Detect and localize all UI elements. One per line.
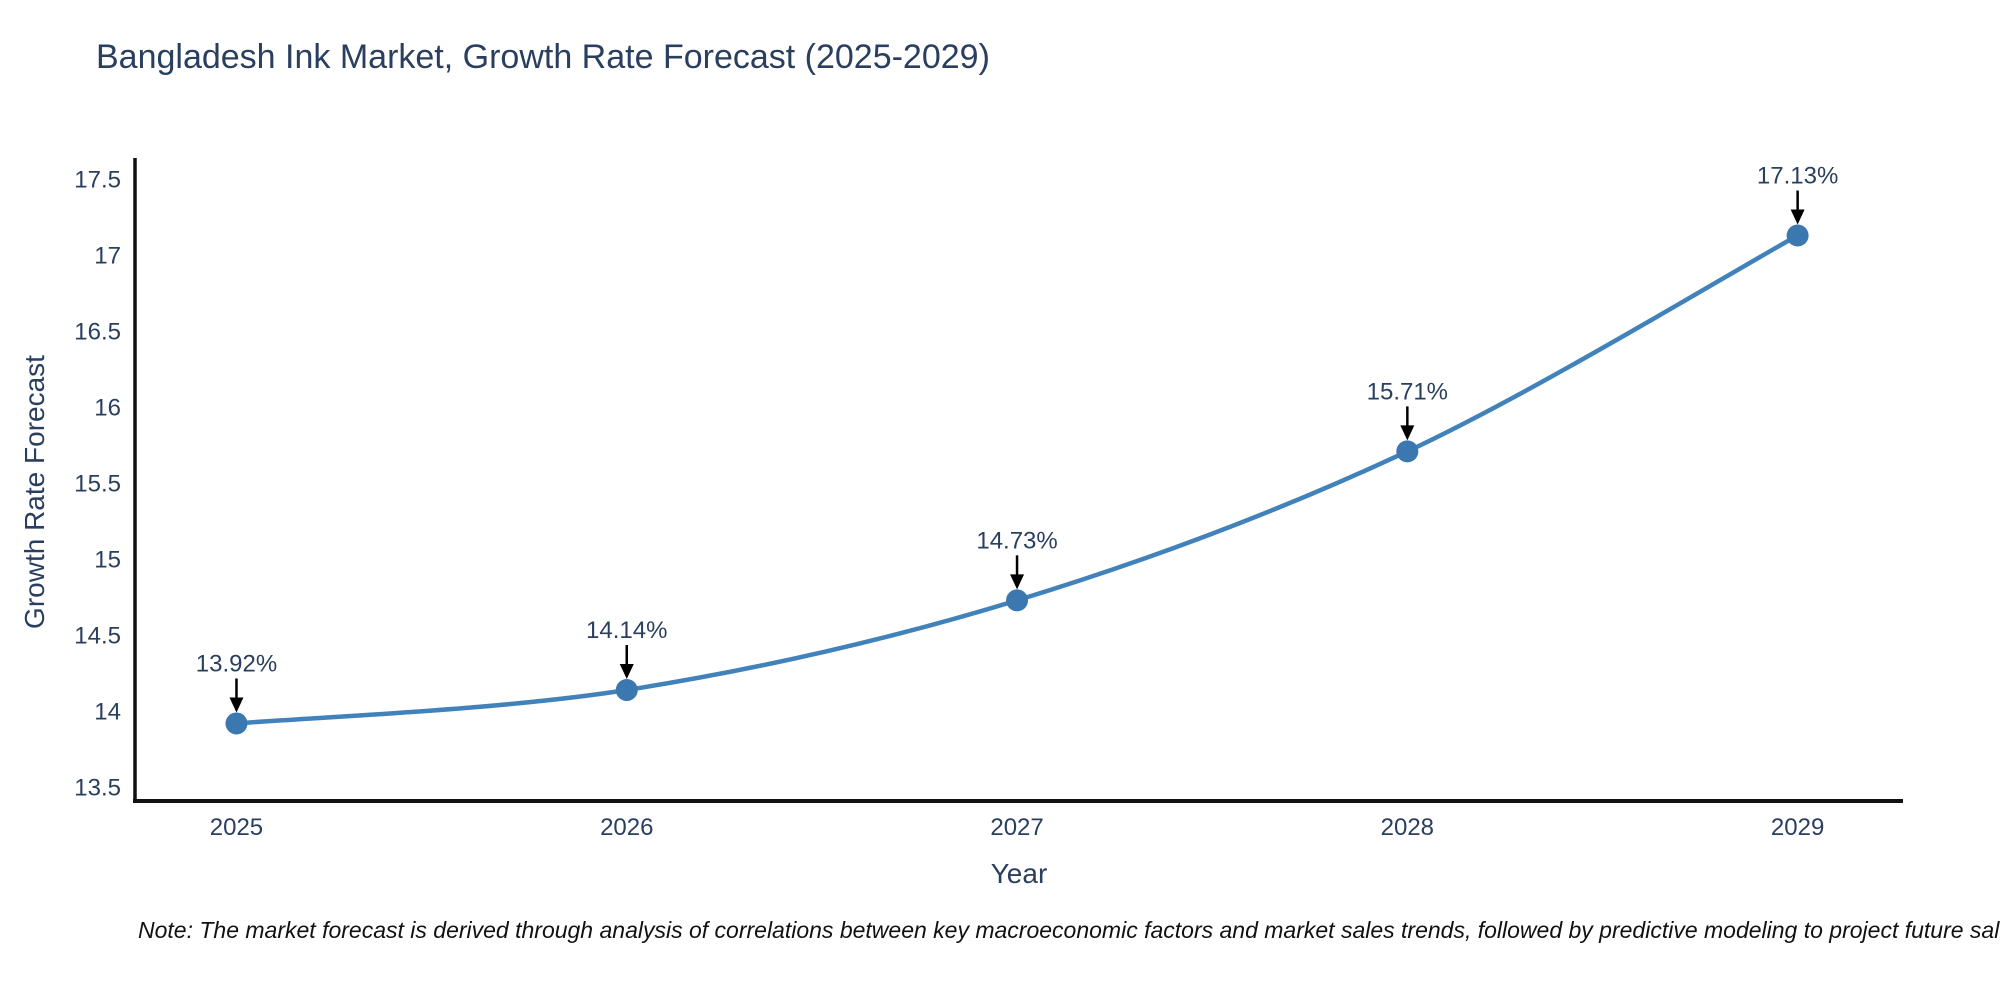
x-tick-label: 2026 xyxy=(600,814,653,841)
annotation-arrowhead xyxy=(1790,209,1805,225)
annotation-label: 13.92% xyxy=(196,650,277,677)
y-tick-label: 14 xyxy=(94,698,121,725)
x-tick-label: 2029 xyxy=(1771,814,1824,841)
x-tick-label: 2027 xyxy=(990,814,1043,841)
y-tick-label: 17.5 xyxy=(74,166,121,193)
y-tick-label: 16.5 xyxy=(74,318,121,345)
annotation-label: 14.73% xyxy=(976,527,1057,554)
annotation-label: 15.71% xyxy=(1367,378,1448,405)
y-tick-label: 15.5 xyxy=(74,470,121,497)
x-axis-title: Year xyxy=(990,858,1048,889)
footnote: Note: The market forecast is derived thr… xyxy=(138,917,2000,943)
y-tick-label: 17 xyxy=(94,242,121,269)
x-tick-label: 2028 xyxy=(1381,814,1434,841)
chart-title: Bangladesh Ink Market, Growth Rate Forec… xyxy=(96,38,990,76)
data-point-marker xyxy=(1396,440,1419,463)
data-point-marker xyxy=(1006,589,1029,612)
data-point-marker xyxy=(1786,224,1809,247)
data-point-marker xyxy=(615,679,638,702)
annotation-arrowhead xyxy=(1010,574,1025,590)
annotation-arrowhead xyxy=(1400,425,1415,441)
annotation-arrowhead xyxy=(229,697,244,713)
y-tick-label: 13.5 xyxy=(74,774,121,801)
y-tick-label: 15 xyxy=(94,546,121,573)
data-point-marker xyxy=(225,712,248,735)
y-tick-label: 14.5 xyxy=(74,622,121,649)
annotation-label: 17.13% xyxy=(1757,163,1838,190)
y-axis-title: Growth Rate Forecast xyxy=(19,355,50,629)
trend-line xyxy=(236,233,1799,726)
x-tick-label: 2025 xyxy=(210,814,263,841)
y-tick-label: 16 xyxy=(94,394,121,421)
annotation-arrowhead xyxy=(619,664,634,680)
annotation-label: 14.14% xyxy=(586,617,667,644)
